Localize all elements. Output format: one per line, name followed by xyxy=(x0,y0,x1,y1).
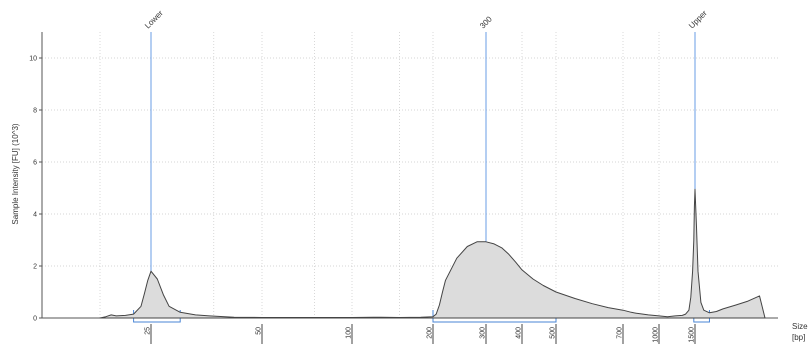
x-tick-label: 400 xyxy=(516,327,523,339)
y-tick-label: 10 xyxy=(29,56,37,63)
x-tick-label: 700 xyxy=(617,327,624,339)
x-tick-label: 1500 xyxy=(689,327,696,343)
x-tick-label: 300 xyxy=(480,327,487,339)
x-tick-label: 25 xyxy=(145,327,152,335)
peak-markers: Lower 300 Upper xyxy=(143,8,709,318)
marker-label: Upper xyxy=(687,8,709,30)
x-tick-label: 50 xyxy=(256,327,263,335)
y-tick-label: 4 xyxy=(33,212,37,219)
y-tick-label: 6 xyxy=(33,160,37,167)
y-tick-label: 2 xyxy=(33,264,37,271)
x-axis-title-line2: [bp] xyxy=(792,333,805,342)
x-tick-label: 1000 xyxy=(653,327,660,343)
y-tick-label: 8 xyxy=(33,108,37,115)
trace-area xyxy=(99,188,766,319)
marker-label: Lower xyxy=(143,8,165,30)
y-axis: 0 2 4 6 8 10 xyxy=(29,32,43,323)
marker-label: 300 xyxy=(478,14,494,30)
x-tick-label: 200 xyxy=(427,327,434,339)
x-axis-title-line1: Size xyxy=(792,322,808,331)
y-axis-title: Sample Intensity [FU] (10^3) xyxy=(11,123,20,224)
x-tick-label: 500 xyxy=(550,327,557,339)
sample-trace xyxy=(99,188,766,319)
y-tick-label: 0 xyxy=(33,316,37,323)
x-tick-label: 100 xyxy=(346,327,353,339)
